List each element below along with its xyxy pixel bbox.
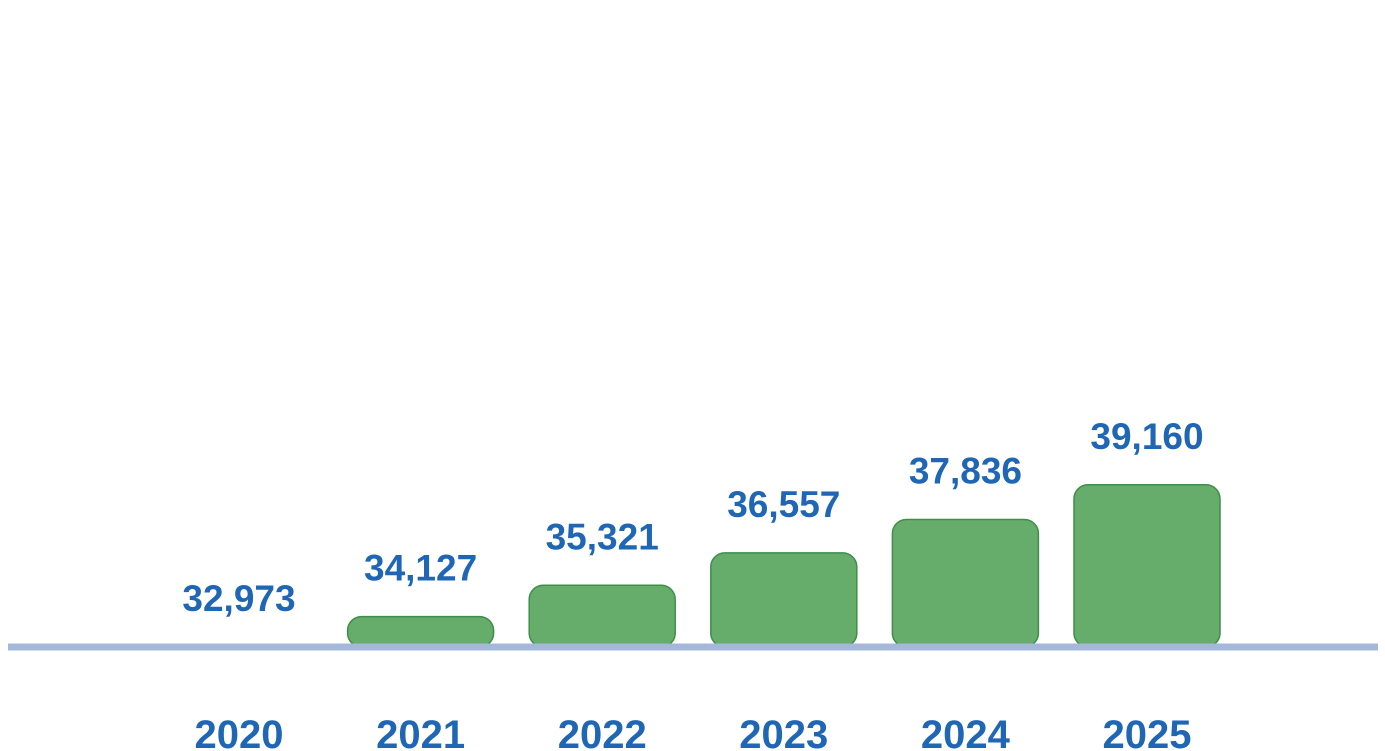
bar-2022 [528, 584, 676, 648]
bar-2023 [710, 552, 858, 648]
data-label-2025: 39,160 [1090, 416, 1203, 457]
x-tick-label-2023: 2023 [739, 713, 828, 751]
data-label-2023: 36,557 [727, 484, 840, 525]
x-tick-label-2022: 2022 [558, 713, 647, 751]
data-label-2022: 35,321 [546, 516, 659, 557]
x-tick-labels-group: 2020 2021 2022 2023 2024 2025 [195, 713, 1192, 751]
x-tick-label-2020: 2020 [195, 713, 284, 751]
x-tick-label-2025: 2025 [1103, 713, 1192, 751]
x-tick-label-2021: 2021 [376, 713, 465, 751]
data-label-2024: 37,836 [909, 451, 1022, 492]
x-tick-label-2024: 2024 [921, 713, 1011, 751]
bar-2021 [346, 615, 495, 648]
data-label-2020: 32,973 [182, 578, 295, 619]
bar-2024 [891, 518, 1040, 648]
bar-2025 [1073, 484, 1221, 648]
data-label-2021: 34,127 [364, 548, 477, 589]
value-labels-group: 32,973 34,127 35,321 36,557 37,836 39,160 [182, 416, 1203, 619]
bars-group [165, 484, 1221, 648]
